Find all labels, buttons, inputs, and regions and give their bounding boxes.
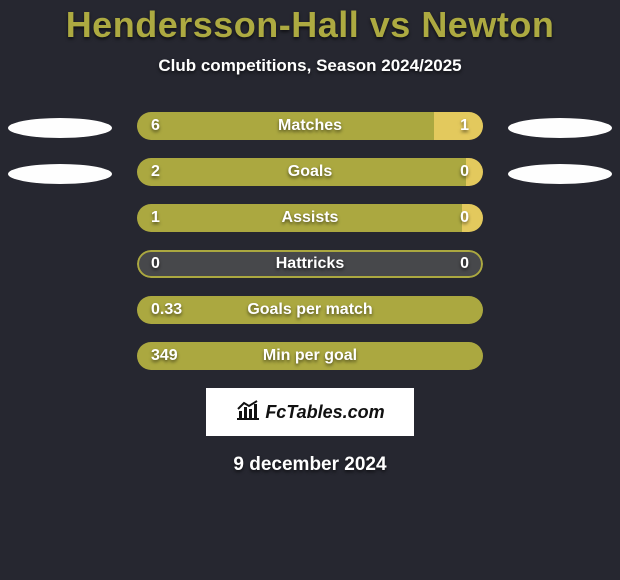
player-b-badge xyxy=(508,164,612,184)
stat-value-right: 0 xyxy=(460,158,469,186)
player-b-name: Newton xyxy=(421,4,554,45)
page-title: Hendersson-Hall vs Newton xyxy=(0,4,620,46)
stat-label: Goals xyxy=(137,158,483,186)
stat-bar: 0.33Goals per match xyxy=(137,296,483,324)
stat-bar: 349Min per goal xyxy=(137,342,483,370)
logo-badge: FcTables.com xyxy=(206,388,414,436)
stat-value-right: 0 xyxy=(460,250,469,278)
vs-separator: vs xyxy=(359,4,421,45)
logo-text: FcTables.com xyxy=(265,402,384,423)
stat-row: 349Min per goal xyxy=(0,342,620,372)
date-text: 9 december 2024 xyxy=(0,454,620,476)
stat-value-right: 0 xyxy=(460,204,469,232)
player-a-badge xyxy=(8,118,112,138)
stat-row: 0Hattricks0 xyxy=(0,250,620,280)
player-a-badge xyxy=(8,164,112,184)
stat-label: Min per goal xyxy=(137,342,483,370)
logo-chart-icon xyxy=(235,399,261,426)
subtitle: Club competitions, Season 2024/2025 xyxy=(0,56,620,76)
player-b-badge xyxy=(508,118,612,138)
stat-bar: 2Goals0 xyxy=(137,158,483,186)
stat-value-right: 1 xyxy=(460,112,469,140)
stat-rows: 6Matches12Goals01Assists00Hattricks00.33… xyxy=(0,112,620,372)
player-a-name: Hendersson-Hall xyxy=(66,4,360,45)
comparison-infographic: Hendersson-Hall vs Newton Club competiti… xyxy=(0,0,620,476)
stat-label: Hattricks xyxy=(137,250,483,278)
stat-row: 6Matches1 xyxy=(0,112,620,142)
stat-bar: 0Hattricks0 xyxy=(137,250,483,278)
stat-label: Goals per match xyxy=(137,296,483,324)
stat-row: 2Goals0 xyxy=(0,158,620,188)
stat-row: 1Assists0 xyxy=(0,204,620,234)
stat-label: Matches xyxy=(137,112,483,140)
stat-bar: 6Matches1 xyxy=(137,112,483,140)
stat-bar: 1Assists0 xyxy=(137,204,483,232)
stat-label: Assists xyxy=(137,204,483,232)
stat-row: 0.33Goals per match xyxy=(0,296,620,326)
